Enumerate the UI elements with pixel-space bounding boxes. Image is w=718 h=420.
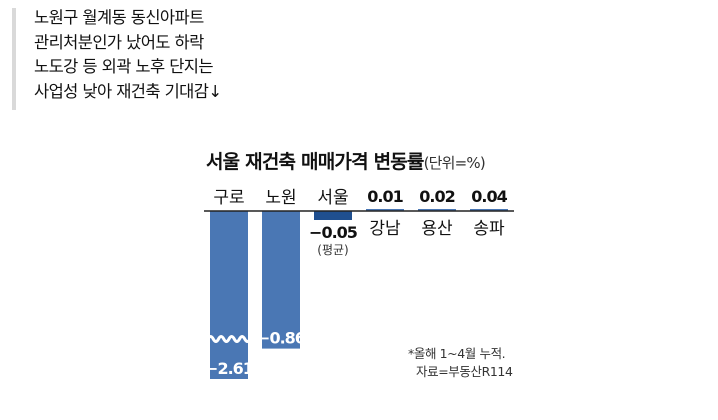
headline-line: 노원구 월계동 동신아파트 xyxy=(34,8,204,27)
headline: 노원구 월계동 동신아파트 관리처분인가 났어도 하락 노도강 등 외곽 노후 … xyxy=(34,6,222,104)
category-label: 강남 xyxy=(369,219,401,239)
value-label: 0.01 xyxy=(367,187,403,206)
chart-unit: (단위=%) xyxy=(423,154,486,172)
value-label: 0.04 xyxy=(471,187,507,206)
bar xyxy=(210,211,248,379)
bar xyxy=(262,211,300,349)
chart-title-text: 서울 재건축 매매가격 변동률 xyxy=(206,151,424,173)
headline-line: 사업성 낮아 재건축 기대감↓ xyxy=(34,81,222,101)
bar xyxy=(314,211,352,220)
value-label: −0.86 xyxy=(257,329,306,348)
footnote: *올해 1~4월 누적. 자료=부동산R114 xyxy=(408,345,513,381)
bar xyxy=(418,209,456,211)
headline-rule xyxy=(12,8,16,110)
value-label: −2.61 xyxy=(205,359,254,378)
category-label: 용산 xyxy=(421,219,453,239)
headline-line: 노도강 등 외곽 노후 단지는 xyxy=(34,57,214,76)
bar xyxy=(366,209,404,211)
footnote-period: *올해 1~4월 누적. xyxy=(408,346,506,361)
value-label: 0.02 xyxy=(419,187,454,206)
footnote-source: 자료=부동산R114 xyxy=(416,364,513,379)
chart-title: 서울 재건축 매매가격 변동률(단위=%) xyxy=(206,147,486,174)
category-label: 노원 xyxy=(265,188,296,208)
axis-break-mark xyxy=(206,335,252,343)
category-note: (평균) xyxy=(317,243,348,257)
bar xyxy=(470,209,508,211)
value-label: −0.05 xyxy=(309,223,358,242)
category-label: 송파 xyxy=(473,219,505,239)
category-label: 구로 xyxy=(213,188,244,208)
headline-line: 관리처분인가 났어도 하락 xyxy=(34,32,204,52)
category-label: 서울 xyxy=(317,188,348,208)
